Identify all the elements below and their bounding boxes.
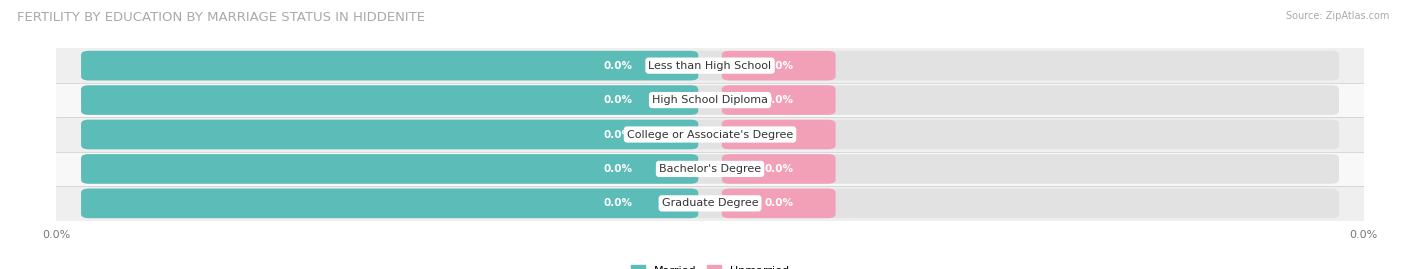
FancyBboxPatch shape [82,154,1339,184]
Text: 0.0%: 0.0% [765,61,793,71]
Bar [56,117,1364,152]
Bar [56,152,1364,186]
Text: 0.0%: 0.0% [605,95,633,105]
Bar [56,186,1364,221]
FancyBboxPatch shape [721,85,835,115]
FancyBboxPatch shape [82,85,699,115]
Text: 0.0%: 0.0% [605,61,633,71]
Text: Less than High School: Less than High School [648,61,772,71]
FancyBboxPatch shape [82,51,699,80]
Text: College or Associate's Degree: College or Associate's Degree [627,129,793,140]
FancyBboxPatch shape [721,120,835,149]
FancyBboxPatch shape [721,189,835,218]
FancyBboxPatch shape [82,154,699,184]
FancyBboxPatch shape [721,51,835,80]
Text: 0.0%: 0.0% [765,129,793,140]
FancyBboxPatch shape [82,120,1339,149]
Text: 0.0%: 0.0% [765,198,793,208]
Text: FERTILITY BY EDUCATION BY MARRIAGE STATUS IN HIDDENITE: FERTILITY BY EDUCATION BY MARRIAGE STATU… [17,11,425,24]
Text: 0.0%: 0.0% [765,95,793,105]
Text: 0.0%: 0.0% [605,198,633,208]
FancyBboxPatch shape [82,85,1339,115]
Text: Bachelor's Degree: Bachelor's Degree [659,164,761,174]
FancyBboxPatch shape [82,120,699,149]
Text: High School Diploma: High School Diploma [652,95,768,105]
Text: Source: ZipAtlas.com: Source: ZipAtlas.com [1285,11,1389,21]
FancyBboxPatch shape [721,154,835,184]
Legend: Married, Unmarried: Married, Unmarried [627,261,793,269]
FancyBboxPatch shape [82,189,1339,218]
FancyBboxPatch shape [82,51,1339,80]
Text: 0.0%: 0.0% [605,129,633,140]
Text: Graduate Degree: Graduate Degree [662,198,758,208]
Text: 0.0%: 0.0% [765,164,793,174]
Bar [56,83,1364,117]
Bar [56,48,1364,83]
FancyBboxPatch shape [82,189,699,218]
Text: 0.0%: 0.0% [605,164,633,174]
